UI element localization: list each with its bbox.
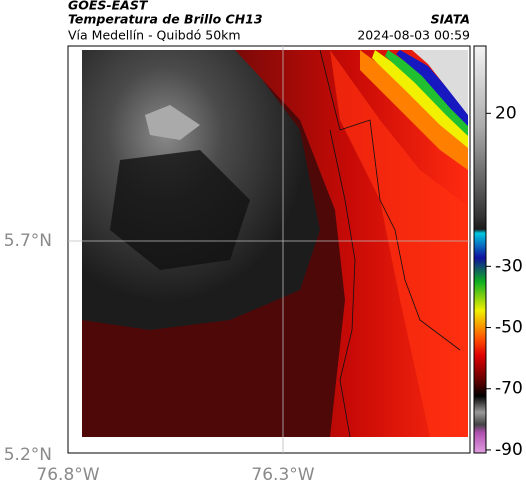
- colorbar-tick-label: -50: [495, 318, 523, 338]
- timestamp: 2024-08-03 00:59: [357, 28, 470, 43]
- colorbar-tick-label: 20: [495, 103, 517, 123]
- lon-label: 76.3°W: [251, 465, 314, 485]
- lon-label: 76.8°W: [36, 465, 99, 485]
- colorbar-tick-label: -30: [495, 256, 523, 276]
- map-frame: [67, 45, 471, 454]
- lat-label: 5.7°N: [4, 231, 52, 251]
- colorbar-tick-label: -90: [495, 440, 523, 460]
- lat-label: 5.2°N: [4, 445, 52, 465]
- route: Vía Medellín - Quibdó 50km: [68, 28, 241, 43]
- colorbar: [473, 45, 487, 454]
- imagery: [82, 50, 468, 437]
- satellite: GOES-EAST: [68, 0, 149, 13]
- colorbar-tick-label: -70: [495, 379, 523, 399]
- source: SIATA: [431, 12, 470, 27]
- product: Temperatura de Brillo CH13: [68, 12, 263, 27]
